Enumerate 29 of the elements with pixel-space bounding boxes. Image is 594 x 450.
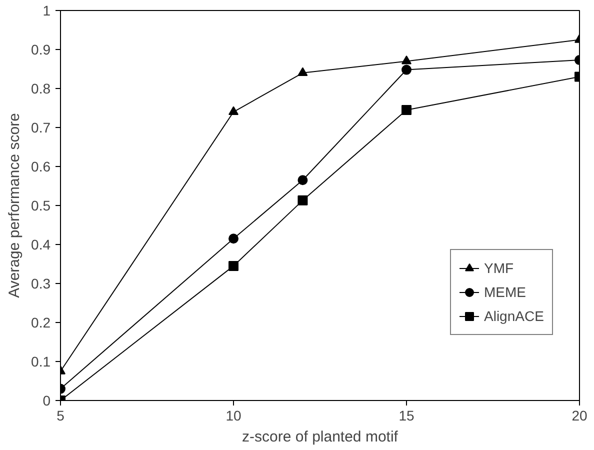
x-axis-title: z-score of planted motif bbox=[242, 428, 399, 446]
y-tick-label: 0.1 bbox=[31, 354, 51, 370]
y-tick-label: 0.3 bbox=[31, 276, 51, 292]
y-axis-title: Average performance score bbox=[6, 113, 24, 298]
point bbox=[228, 260, 238, 271]
legend-label: AlignACE bbox=[484, 308, 544, 324]
legend-label: MEME bbox=[484, 284, 526, 300]
y-tick-label: 1 bbox=[42, 2, 51, 18]
y-tick-label: 0 bbox=[42, 392, 51, 408]
point bbox=[298, 67, 308, 76]
point bbox=[402, 56, 412, 64]
legend-label: YMF bbox=[484, 260, 514, 276]
point bbox=[402, 104, 412, 115]
y-tick-label: 0.9 bbox=[31, 42, 51, 58]
y-tick-label: 0.6 bbox=[31, 158, 51, 174]
y-tick-label: 0.8 bbox=[31, 80, 51, 96]
x-tick-label: 10 bbox=[226, 408, 242, 424]
y-tick-label: 0.5 bbox=[31, 198, 51, 214]
point bbox=[228, 106, 238, 115]
y-tick-label: 0.7 bbox=[31, 120, 51, 136]
point bbox=[228, 234, 238, 244]
point bbox=[402, 64, 412, 75]
y-tick-label: 0.2 bbox=[31, 314, 51, 330]
point bbox=[298, 175, 308, 186]
x-tick-label: 5 bbox=[56, 408, 65, 424]
x-tick-label: 15 bbox=[398, 408, 414, 424]
y-tick-label: 0.4 bbox=[31, 236, 51, 252]
x-tick-label: 20 bbox=[572, 408, 588, 424]
point bbox=[298, 195, 308, 206]
